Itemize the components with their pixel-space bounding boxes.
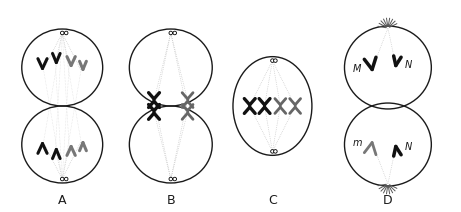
- Text: B: B: [166, 194, 175, 207]
- Circle shape: [274, 59, 277, 62]
- Text: A: A: [58, 194, 66, 207]
- Circle shape: [60, 31, 64, 35]
- Circle shape: [271, 59, 274, 62]
- Text: M: M: [353, 64, 361, 74]
- Circle shape: [173, 31, 177, 35]
- Circle shape: [65, 31, 68, 35]
- Circle shape: [173, 177, 177, 181]
- Text: C: C: [268, 194, 277, 207]
- Text: m: m: [353, 138, 362, 148]
- Circle shape: [169, 31, 172, 35]
- Circle shape: [169, 177, 172, 181]
- Circle shape: [65, 177, 68, 181]
- Circle shape: [60, 177, 64, 181]
- Circle shape: [274, 150, 277, 153]
- Text: N: N: [405, 60, 412, 70]
- Text: D: D: [383, 194, 393, 207]
- Text: N: N: [405, 142, 412, 152]
- Circle shape: [271, 150, 274, 153]
